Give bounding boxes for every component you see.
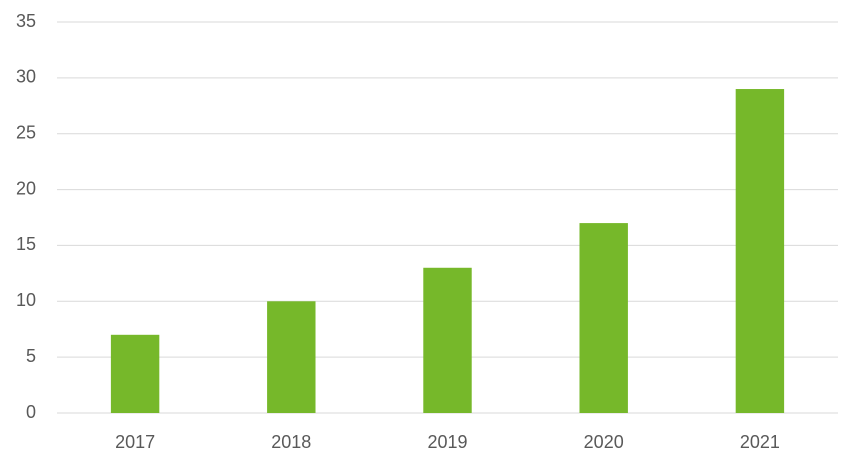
bar: [267, 301, 316, 413]
y-tick-label: 30: [16, 67, 36, 87]
x-tick-label: 2019: [427, 432, 467, 452]
y-tick-label: 0: [26, 402, 36, 422]
bar: [579, 223, 628, 413]
bar: [423, 267, 472, 413]
y-tick-label: 5: [26, 346, 36, 366]
x-tick-label: 2017: [115, 432, 155, 452]
y-tick-label: 20: [16, 178, 36, 198]
y-tick-label: 35: [16, 11, 36, 31]
bar: [735, 89, 785, 414]
y-tick-label: 25: [16, 122, 36, 142]
y-tick-label: 10: [16, 290, 36, 310]
x-tick-label: 2018: [271, 432, 311, 452]
bar: [110, 334, 160, 413]
y-tick-label: 15: [16, 234, 36, 254]
x-tick-label: 2020: [584, 432, 624, 452]
x-tick-label: 2021: [740, 432, 780, 452]
